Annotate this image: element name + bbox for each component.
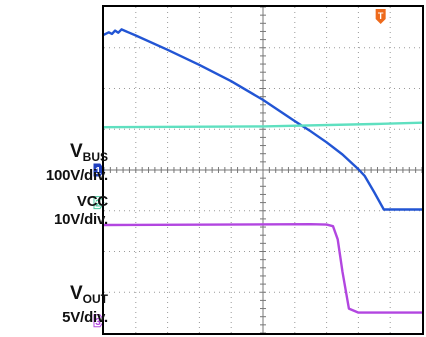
trigger-marker: T [375,9,386,24]
vout-scale: 5V/div. [62,309,108,326]
vcc-scale: 10V/div. [54,211,108,228]
vbus-scale: 100V/div. [45,167,108,184]
channel-marker-number: 2 [95,199,101,210]
vbus-label: VBUS 100V/div. [46,142,108,185]
traces [102,28,424,314]
vout-label-main: V [69,283,83,304]
vout-label-sub: OUT [82,292,108,306]
graticule [103,6,423,334]
vcc-label-main: VCC [76,193,108,210]
channel-marker-number: 1 [95,166,101,177]
vcc-label: VCC 10V/div. [54,193,108,229]
trace-vbus [102,28,424,211]
plot-frame [102,5,424,335]
channel-markers: 1 2 3 T [93,9,386,328]
trigger-marker-shape [375,9,386,24]
vbus-label-sub: BUS [82,150,108,164]
vout-label: VOUT 5V/div. [62,284,108,327]
trace-vout [102,222,424,314]
trace-vcc [102,121,424,129]
channel-marker-number: 3 [95,317,101,328]
trigger-marker-label: T [378,11,384,21]
vbus-label-main: V [69,141,83,162]
